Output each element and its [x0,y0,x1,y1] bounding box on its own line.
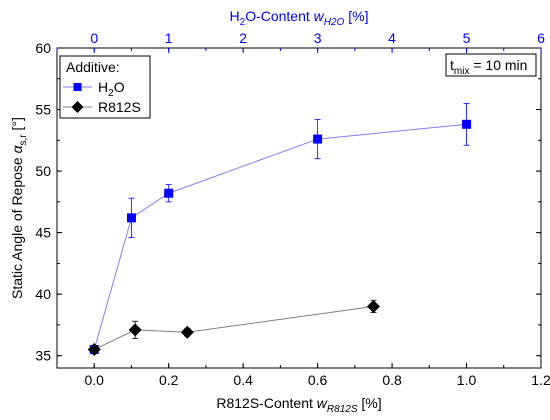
bottom-tick-label: 0.2 [159,372,179,388]
top-axis: 0 1 2 3 4 5 6 [56,30,545,53]
data-point-square [126,213,136,223]
bottom-tick-label: 1.0 [457,372,477,388]
top-tick-label: 4 [388,30,396,46]
left-tick-label: 55 [35,102,51,118]
legend-label-h2o: H2O [98,79,125,99]
data-point-diamond [180,325,194,339]
bottom-tick-label: 0.4 [233,372,253,388]
series-layer [87,102,472,357]
bottom-tick-label: 1.2 [531,372,550,388]
top-tick-label: 5 [463,30,471,46]
data-point-square [462,119,472,129]
data-point-diamond [87,343,101,357]
left-tick-label: 60 [35,40,51,56]
bottom-axis: 0.0 0.2 0.4 0.6 0.8 1.0 1.2 [56,363,550,388]
legend: Additive: H2O R812S [59,55,151,119]
left-tick-label: 50 [35,163,51,179]
top-tick-label: 0 [90,30,98,46]
top-tick-label: 3 [314,30,322,46]
annotation: tmix = 10 min [445,53,537,77]
annotation-box [445,53,537,77]
series-line-1 [94,305,374,350]
legend-marker-r812s [71,101,84,113]
data-point-diamond [366,299,380,313]
data-point-square [313,134,323,144]
bottom-tick-label: 0.6 [308,372,328,388]
plot-frame [56,47,542,369]
bottom-axis-title: R812S-Content wR812S [%] [216,395,381,415]
legend-marker-h2o [73,83,82,91]
bottom-tick-label: 0.0 [84,372,104,388]
top-tick-label: 6 [537,30,545,46]
series-line-0 [93,123,467,350]
left-axis: 35 40 45 50 55 60 [35,40,541,364]
left-axis-title: Static Angle of Repose αs,r [°] [9,117,29,299]
left-tick-label: 35 [35,348,51,364]
legend-title: Additive: [66,59,120,75]
data-point-square [164,188,174,198]
annotation-text: tmix = 10 min [450,57,527,77]
data-point-diamond [128,323,142,337]
top-axis-title: H2O-Content wH2O [%] [230,8,369,28]
top-tick-label: 2 [239,30,247,46]
top-tick-label: 1 [165,30,173,46]
left-tick-label: 40 [35,286,51,302]
legend-label-r812s: R812S [98,99,141,115]
bottom-tick-label: 0.8 [382,372,402,388]
left-tick-label: 45 [35,225,51,241]
